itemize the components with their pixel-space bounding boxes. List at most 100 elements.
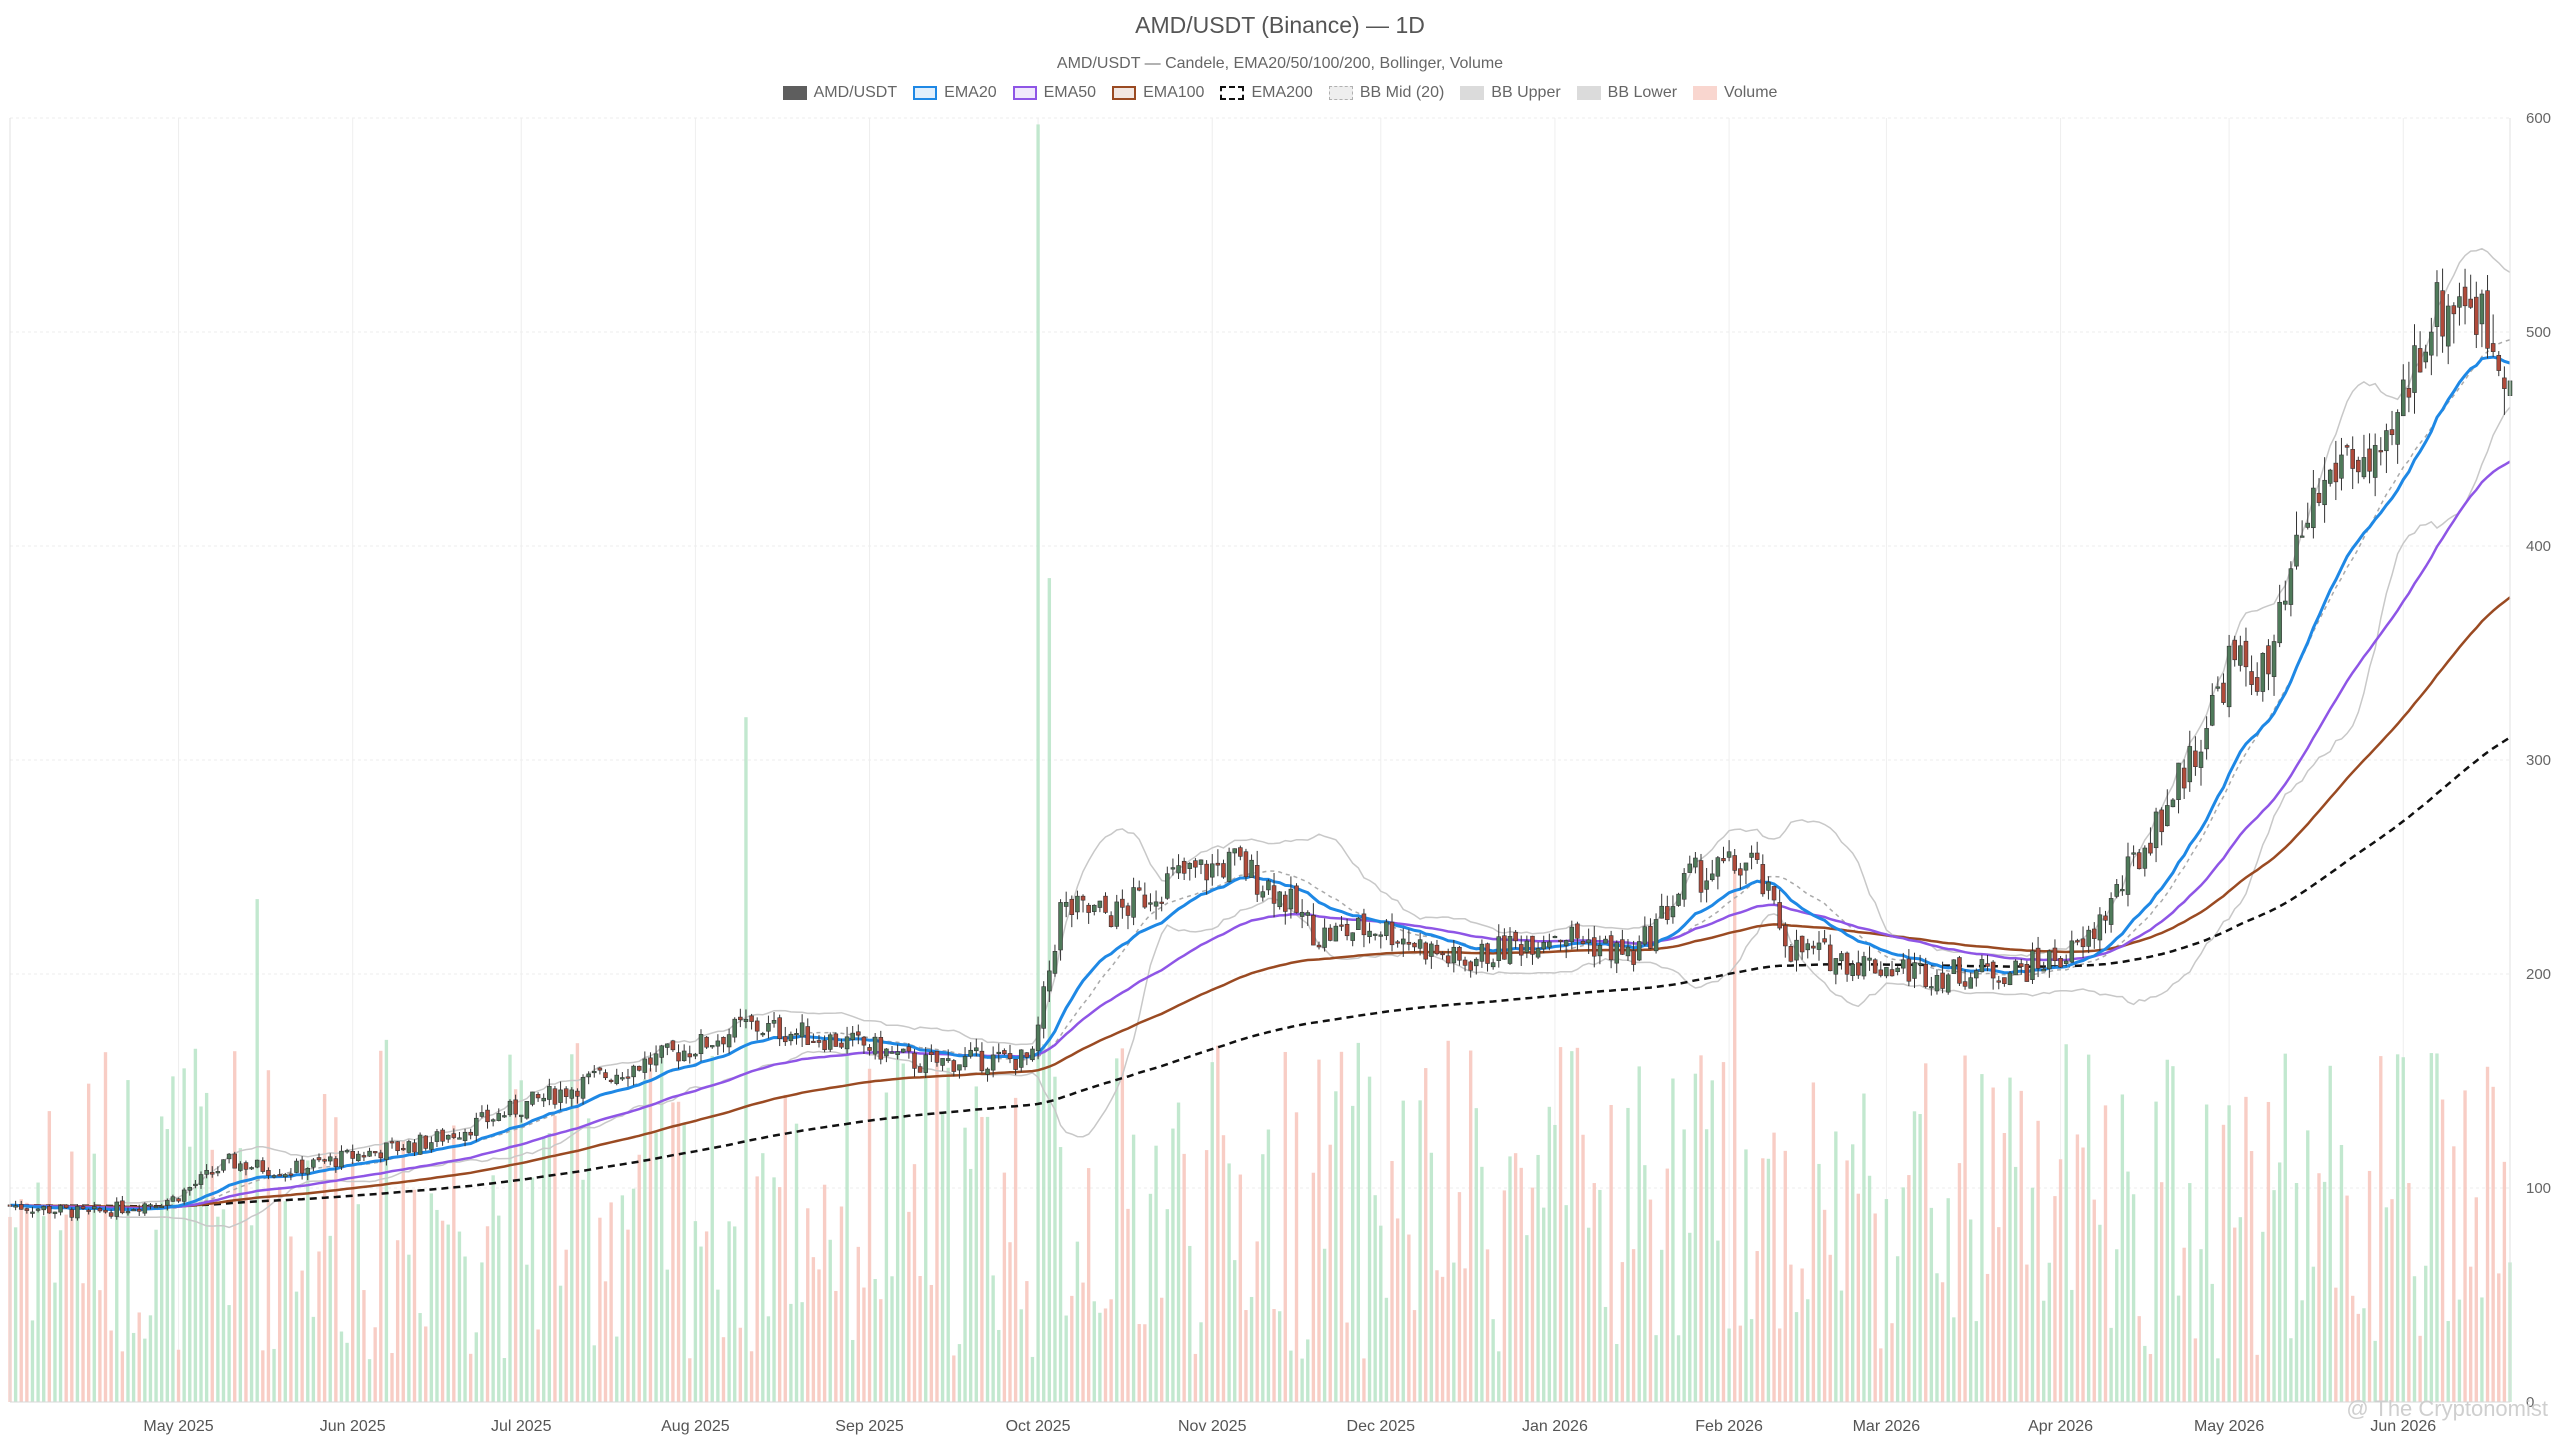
legend-item[interactable]: EMA200 xyxy=(1220,84,1313,102)
volume-bar xyxy=(1098,1312,1102,1402)
volume-bar xyxy=(497,1215,501,1402)
x-tick-label: May 2025 xyxy=(143,1418,213,1435)
candle-body xyxy=(2350,449,2355,469)
volume-bar xyxy=(2502,1161,2507,1402)
candle-body xyxy=(2007,972,2013,986)
candle-body xyxy=(1929,986,1934,989)
candle-body xyxy=(1586,939,1591,944)
volume-bar xyxy=(1395,1218,1400,1402)
volume-bar xyxy=(1800,1268,1804,1402)
volume-bar xyxy=(665,1269,669,1402)
volume-bar xyxy=(2131,1194,2136,1402)
candle-body xyxy=(2165,805,2170,827)
candle-body xyxy=(799,1022,805,1038)
candle-body xyxy=(288,1173,294,1176)
volume-bar xyxy=(2395,1054,2400,1402)
volume-bar xyxy=(733,1226,737,1402)
volume-bar xyxy=(1081,1282,1085,1402)
legend-item[interactable]: EMA20 xyxy=(913,84,997,102)
candle-body xyxy=(507,1100,513,1116)
volume-bar xyxy=(2075,1134,2080,1402)
candle-body xyxy=(1884,967,1889,977)
volume-bar xyxy=(266,1070,271,1402)
volume-bar xyxy=(429,1193,434,1402)
volume-bar xyxy=(1030,1356,1035,1402)
candle-body xyxy=(2490,343,2496,352)
volume-bar xyxy=(1193,1353,1198,1402)
volume-bar xyxy=(1603,1306,1608,1402)
volume-bar xyxy=(2030,1187,2035,1402)
legend-item[interactable]: BB Lower xyxy=(1576,84,1677,102)
volume-bar xyxy=(1233,1260,1237,1402)
legend-item[interactable]: BB Mid (20) xyxy=(1328,84,1444,102)
candle-body xyxy=(277,1174,282,1177)
volume-bar xyxy=(1721,1062,1726,1402)
candle-body xyxy=(749,1015,754,1022)
candle-body xyxy=(2288,568,2294,605)
volume-bar xyxy=(1306,1339,1310,1402)
volume-bar xyxy=(1631,1249,1636,1402)
legend-item[interactable]: BB Upper xyxy=(1460,84,1561,102)
volume-bar xyxy=(2294,1183,2299,1402)
volume-bar xyxy=(311,1316,316,1402)
volume-bar xyxy=(216,1216,220,1402)
legend-item[interactable]: AMD/USDT xyxy=(782,84,897,102)
volume-bar xyxy=(283,1201,287,1402)
candle-body xyxy=(2052,947,2058,961)
volume-bar xyxy=(2103,1105,2108,1402)
volume-bar xyxy=(699,1246,703,1402)
candle-body xyxy=(1434,944,1440,955)
candle-body xyxy=(974,1047,979,1052)
volume-bar xyxy=(2384,1207,2389,1402)
candle-body xyxy=(1030,1048,1035,1061)
candle-body xyxy=(299,1159,305,1174)
candle-body xyxy=(648,1057,653,1065)
volume-bar xyxy=(907,1211,911,1402)
volume-bar xyxy=(1952,1317,1956,1402)
candle-body xyxy=(2254,677,2260,692)
candle-body xyxy=(1951,959,1957,974)
volume-bar xyxy=(2429,1053,2434,1402)
legend-item[interactable]: Volume xyxy=(1693,84,1777,102)
volume-bar xyxy=(1446,1040,1450,1402)
x-tick-label: Oct 2025 xyxy=(1006,1418,1071,1435)
candle-body xyxy=(2086,929,2091,947)
candle-body xyxy=(1361,913,1367,936)
legend-item[interactable]: EMA100 xyxy=(1112,84,1204,102)
volume-bar xyxy=(227,1305,231,1402)
candle-body xyxy=(2221,682,2226,703)
volume-bar xyxy=(188,1146,192,1402)
volume-bar xyxy=(379,1050,383,1402)
candle-body xyxy=(434,1131,440,1142)
volume-bar xyxy=(1283,1051,1287,1402)
volume-bar xyxy=(553,1115,557,1402)
candle-body xyxy=(895,1051,900,1056)
volume-bar xyxy=(2261,1231,2265,1402)
volume-bar xyxy=(1036,124,1040,1402)
candle-body xyxy=(389,1141,395,1144)
candle-body xyxy=(558,1089,563,1103)
candle-body xyxy=(1861,956,1867,977)
x-tick-label: May 2026 xyxy=(2194,1418,2264,1435)
volume-bar xyxy=(1131,1134,1136,1402)
volume-bar xyxy=(1160,1297,1164,1402)
volume-bar xyxy=(1513,1153,1518,1402)
candle-body xyxy=(502,1115,507,1118)
candle-body xyxy=(2339,454,2344,479)
candle-body xyxy=(1063,901,1069,907)
volume-bar xyxy=(1553,1124,1557,1402)
volume-bar xyxy=(1924,1063,1928,1402)
candle-body xyxy=(2479,293,2485,325)
volume-bar xyxy=(935,1061,939,1402)
volume-bar xyxy=(351,1162,355,1402)
volume-bar xyxy=(1249,1296,1254,1402)
candle-body xyxy=(474,1117,479,1136)
volume-bar xyxy=(491,1175,495,1402)
volume-bar xyxy=(2204,1104,2209,1402)
legend-item[interactable]: EMA50 xyxy=(1012,84,1096,102)
volume-bar xyxy=(710,1055,714,1402)
candle-body xyxy=(1709,873,1715,881)
candle-body xyxy=(513,1099,518,1115)
volume-bar xyxy=(2424,1265,2428,1402)
candle-body xyxy=(614,1074,620,1084)
